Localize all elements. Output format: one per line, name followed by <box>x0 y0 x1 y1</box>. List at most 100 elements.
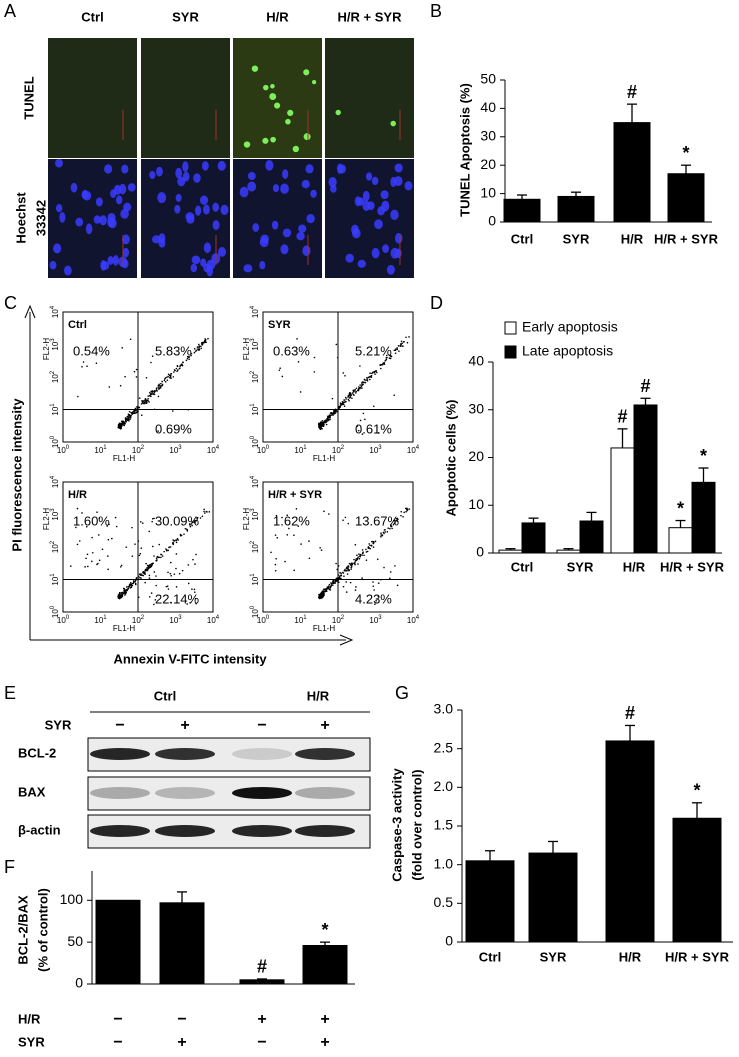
event-dot <box>124 422 126 425</box>
event-dot <box>390 355 393 358</box>
panel-letter: D <box>430 293 443 313</box>
event-dot <box>91 560 93 563</box>
event-dot <box>159 386 162 389</box>
hoechst-nucleus <box>305 164 314 174</box>
bar <box>613 122 651 223</box>
hoechst-nucleus <box>217 160 226 171</box>
tick-exponent: 3 <box>50 508 56 512</box>
event-dot <box>151 520 153 523</box>
arrow-head <box>24 304 36 319</box>
tick-exponent: 1 <box>250 573 256 577</box>
event-dot <box>168 546 170 548</box>
event-dot <box>167 571 169 574</box>
hoechst-nucleus <box>247 181 257 192</box>
event-dot <box>335 409 338 412</box>
event-dot <box>126 417 129 420</box>
event-dot <box>362 381 365 384</box>
event-dot <box>142 400 145 402</box>
event-dot <box>332 581 335 584</box>
event-dot <box>119 425 122 428</box>
bar <box>672 817 722 943</box>
event-dot <box>343 575 345 577</box>
event-dot <box>357 429 360 432</box>
event-dot <box>377 582 380 584</box>
event-dot <box>125 586 128 588</box>
tick-base: 10 <box>169 446 178 455</box>
y-axis-label: (% of control) <box>35 888 50 972</box>
hoechst-nucleus <box>95 197 103 207</box>
event-dot <box>152 393 154 395</box>
hoechst-nucleus <box>191 255 201 265</box>
event-dot <box>381 534 384 536</box>
event-dot <box>190 354 192 357</box>
y-tick-label: 100 <box>60 891 84 907</box>
quadrant-percent: 0.61% <box>355 421 392 436</box>
tick-base: 10 <box>51 544 60 553</box>
tick-exponent: 0 <box>50 605 56 609</box>
y-channel: FL2-H <box>42 508 51 530</box>
tick-exponent: 4 <box>50 475 56 479</box>
quadrant-percent: 4.23% <box>355 591 392 606</box>
event-dot <box>348 399 350 402</box>
tick-base: 10 <box>251 439 260 448</box>
event-dot <box>142 402 144 405</box>
event-dot <box>402 515 404 518</box>
hoechst-nucleus <box>394 163 403 173</box>
event-dot <box>372 542 375 545</box>
event-dot <box>330 582 332 584</box>
hoechst-nucleus <box>182 171 190 182</box>
x-tick-label: 104 <box>207 445 220 456</box>
event-dot <box>388 354 391 357</box>
y-tick-label: 100 <box>250 605 261 618</box>
hoechst-nucleus <box>110 189 117 198</box>
tick-exponent: 1 <box>303 615 307 621</box>
x-tick-label: Ctrl <box>479 949 501 964</box>
tick-base: 10 <box>407 446 416 455</box>
event-dot <box>408 508 411 510</box>
event-dot <box>145 376 148 379</box>
event-dot <box>365 548 367 551</box>
hoechst-nucleus <box>367 201 375 210</box>
event-dot <box>176 370 178 373</box>
event-dot <box>188 356 191 358</box>
tunel-image <box>48 38 137 158</box>
y-tick-label: 0.5 <box>434 894 454 910</box>
tick-base: 10 <box>51 309 60 318</box>
event-dot <box>140 577 142 579</box>
event-dot <box>348 569 350 572</box>
event-dot <box>168 376 171 379</box>
event-dot <box>107 555 109 557</box>
event-dot <box>364 379 367 381</box>
plot-name: Ctrl <box>68 319 87 331</box>
protein-label: β-actin <box>18 822 61 837</box>
tick-exponent: 2 <box>50 370 56 374</box>
event-dot <box>117 594 120 596</box>
event-dot <box>207 337 209 340</box>
event-dot <box>119 566 122 568</box>
y-tick-label: 30 <box>480 128 496 144</box>
tick-base: 10 <box>51 406 60 415</box>
y-tick-label: 20 <box>480 156 496 172</box>
tick-exponent: 0 <box>66 445 70 451</box>
hoechst-nucleus <box>239 186 249 198</box>
event-dot <box>146 564 149 567</box>
event-dot <box>297 525 300 527</box>
plot-name: SYR <box>268 319 291 331</box>
hoechst-nucleus <box>53 243 62 254</box>
x-tick-label: Ctrl <box>511 559 533 574</box>
event-dot <box>122 587 125 590</box>
event-dot <box>345 591 348 593</box>
event-dot <box>198 348 201 351</box>
event-dot <box>279 367 281 370</box>
event-dot <box>401 345 403 347</box>
event-dot <box>125 421 127 423</box>
event-dot <box>356 425 359 427</box>
blot-band <box>90 825 150 837</box>
event-dot <box>148 595 151 598</box>
event-dot <box>359 419 362 422</box>
y-tick-label: 101 <box>50 573 61 586</box>
event-dot <box>343 569 346 572</box>
event-dot <box>135 368 138 371</box>
condition-sign: − <box>177 1011 186 1028</box>
hoechst-nucleus <box>119 183 127 195</box>
